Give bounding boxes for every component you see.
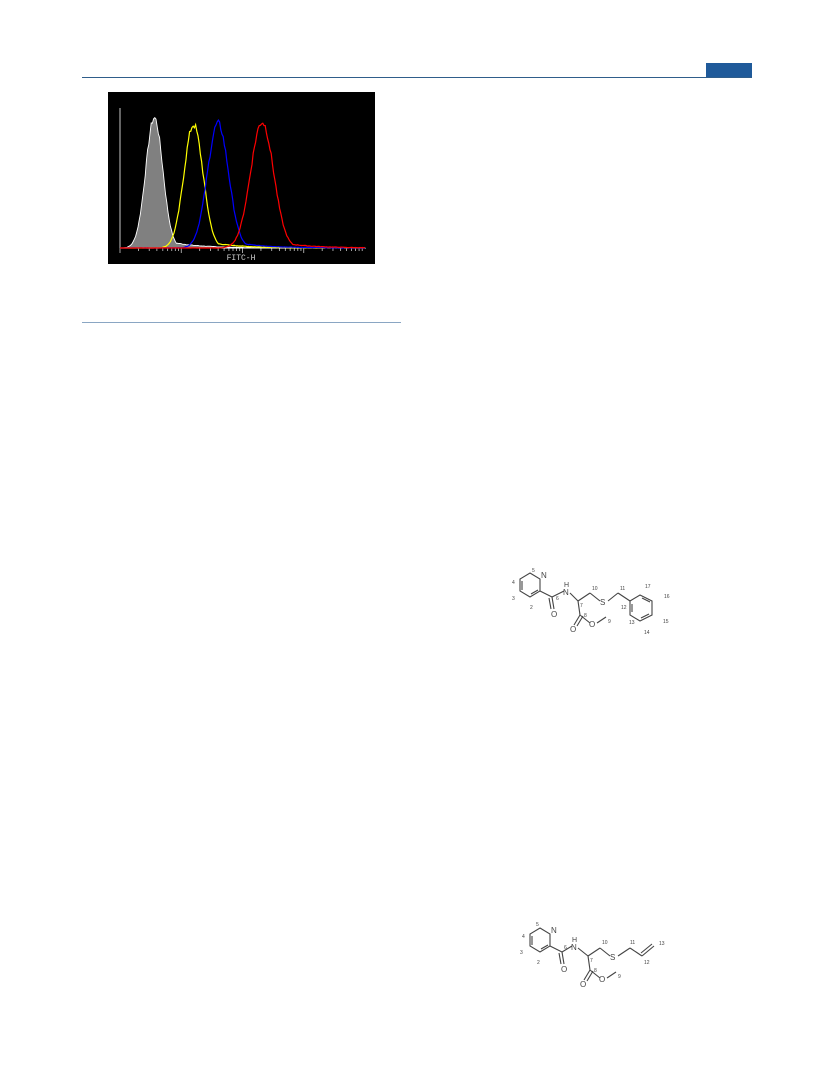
- flow-cytometry-histogram: FITC-H: [108, 92, 375, 264]
- atom-n-amide: N: [563, 588, 569, 597]
- atom-o-carbonyl: O: [580, 980, 586, 989]
- atom-o-carbonyl: O: [570, 625, 576, 634]
- header-rule: [82, 77, 752, 78]
- atom-number: 3: [512, 596, 515, 602]
- atom-number: 17: [645, 584, 651, 590]
- x-axis-ticks: [119, 248, 363, 253]
- atom-number: 9: [608, 619, 611, 625]
- histogram-curves: [119, 117, 367, 249]
- atom-o-ester: O: [599, 975, 605, 984]
- atom-number: 14: [644, 630, 650, 636]
- section-rule: [82, 322, 401, 323]
- atom-number: 2: [537, 960, 540, 966]
- atom-number: 4: [512, 580, 515, 586]
- atom-nh-h: H: [572, 937, 577, 944]
- atom-number: 7: [580, 603, 583, 609]
- atom-number: 5: [536, 922, 539, 928]
- atom-number: 13: [629, 620, 635, 626]
- atom-number: 10: [602, 940, 608, 946]
- header-tab: [706, 63, 752, 77]
- atom-s: S: [600, 598, 605, 607]
- atom-number: 8: [584, 613, 587, 619]
- atom-number: 15: [663, 619, 669, 625]
- atom-n-ring: N: [541, 571, 547, 580]
- histogram-plot: FITC-H: [119, 108, 367, 263]
- atom-number: 12: [644, 960, 650, 966]
- atom-number: 16: [664, 594, 670, 600]
- atom-o-amide: O: [561, 965, 567, 974]
- atom-number: 6: [556, 596, 559, 602]
- structure-drawing: N H N S O O O 5 4 3 2 6 7 8 9 10 11 12 1…: [512, 568, 670, 636]
- atom-number: 3: [520, 950, 523, 956]
- atom-o-ester: O: [589, 620, 595, 629]
- atom-number: 13: [659, 941, 665, 947]
- atom-number: 6: [564, 945, 567, 951]
- atom-number: 10: [592, 586, 598, 592]
- atom-number: 11: [630, 940, 635, 946]
- atom-number: 9: [618, 974, 621, 980]
- atom-n-ring: N: [551, 926, 557, 935]
- atom-number: 5: [532, 568, 535, 574]
- atom-number: 11: [620, 586, 625, 592]
- structure-drawing: N H N S O O O 5 4 3 2 6 7 8 9 10 11 12 1…: [520, 922, 665, 989]
- atom-s: S: [610, 953, 615, 962]
- histogram-series-0: [119, 117, 367, 249]
- atom-number: 4: [522, 934, 525, 940]
- atom-n-amide: N: [571, 943, 577, 952]
- atom-o-amide: O: [551, 610, 557, 619]
- histogram-series-3: [119, 122, 365, 249]
- atom-number: 2: [530, 605, 533, 611]
- chemical-structure-benzyl: N H N S O O O 5 4 3 2 6 7 8 9 10 11 12 1…: [500, 563, 700, 643]
- atom-number: 7: [590, 958, 593, 964]
- x-axis-label: FITC-H: [227, 254, 256, 263]
- atom-number: 12: [621, 605, 627, 611]
- atom-number: 8: [594, 968, 597, 974]
- atom-nh-h: H: [564, 582, 569, 589]
- chemical-structure-allyl: N H N S O O O 5 4 3 2 6 7 8 9 10 11 12 1…: [510, 918, 710, 990]
